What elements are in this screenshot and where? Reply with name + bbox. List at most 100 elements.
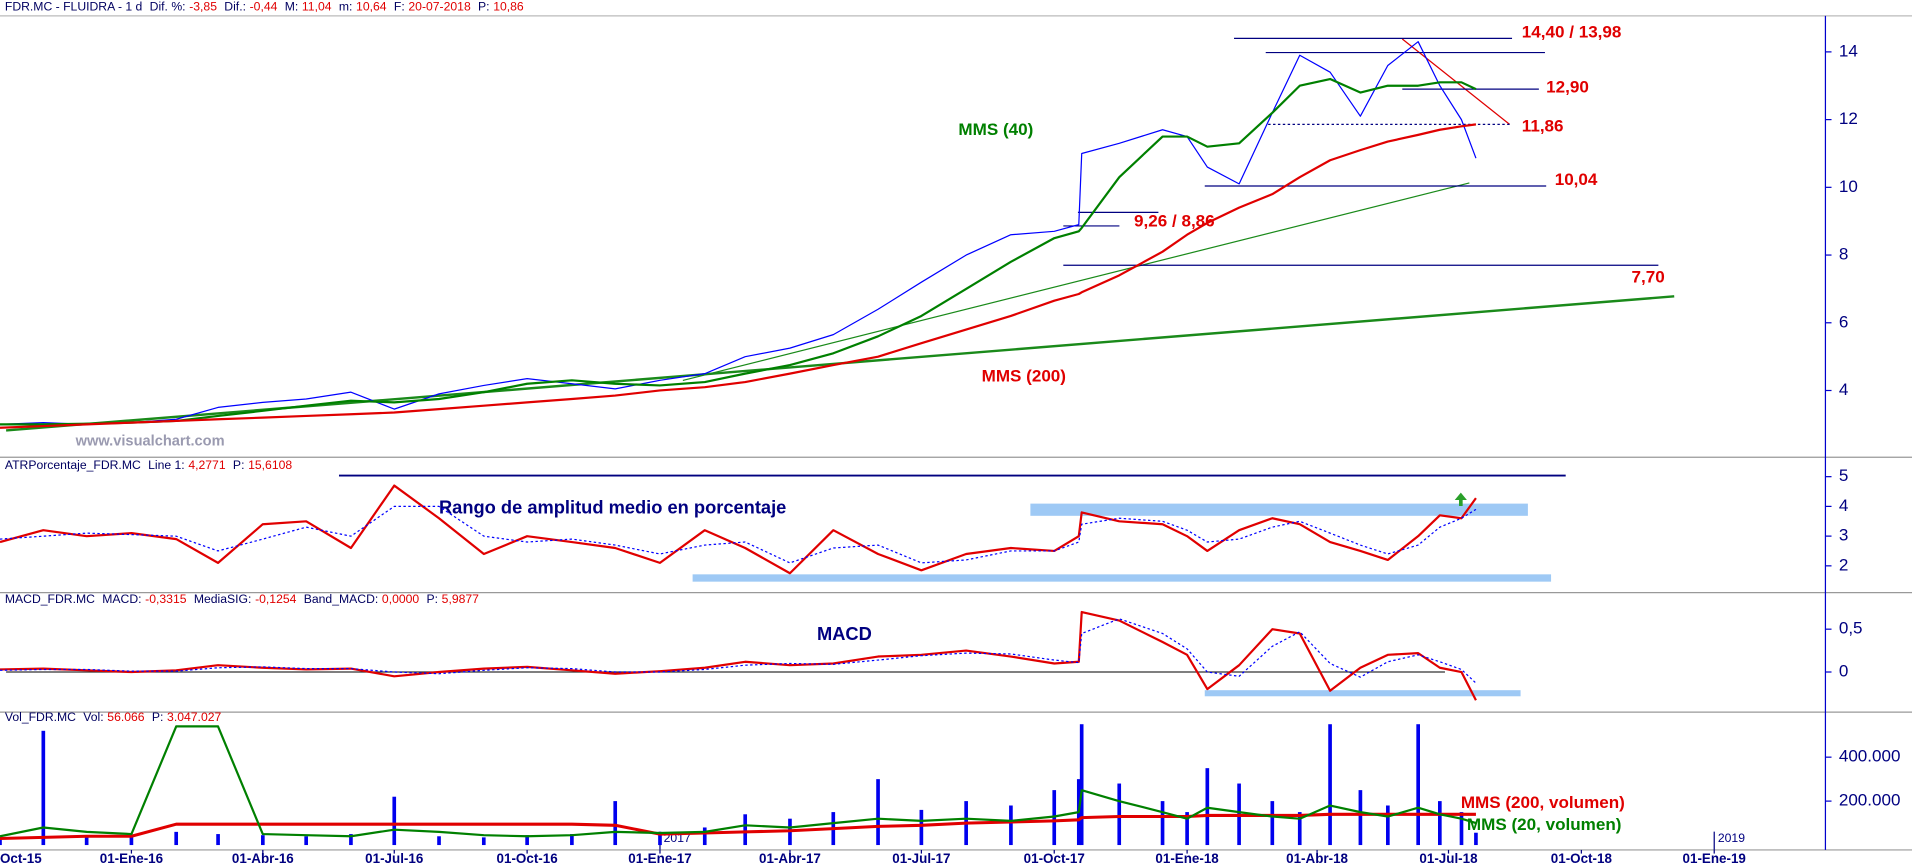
volume-bar bbox=[304, 836, 308, 846]
header-field-label: Dif.: bbox=[224, 0, 246, 14]
volume-bar bbox=[702, 827, 707, 846]
volume-bar bbox=[1416, 724, 1420, 846]
panel-header: Vol_FDR.MC Vol: 56.066 P: 3.047.027 bbox=[5, 710, 222, 724]
y-tick-label: 200.000 bbox=[1839, 791, 1901, 810]
y-tick-label: 12 bbox=[1839, 109, 1858, 128]
series-label: MMS (200, volumen) bbox=[1461, 793, 1625, 812]
x-tick-label: Oct-15 bbox=[0, 851, 42, 866]
series-label: MMS (20, volumen) bbox=[1467, 815, 1622, 834]
volume-bar bbox=[1459, 812, 1464, 846]
header-field-label: Line 1: bbox=[148, 458, 185, 472]
volume-bar bbox=[658, 831, 662, 846]
header-field-value: -3,85 bbox=[189, 0, 217, 14]
annotation: MACD bbox=[817, 623, 872, 644]
header-symbol: FDR.MC - FLUIDRA - 1 d bbox=[5, 0, 142, 14]
volume-bar bbox=[481, 837, 486, 846]
volume-bar bbox=[1185, 812, 1189, 846]
volume-bar bbox=[392, 796, 397, 846]
header-field-label: P: bbox=[427, 592, 439, 606]
volume-bar bbox=[919, 809, 924, 846]
y-tick-label: 3 bbox=[1839, 526, 1848, 545]
header-field-label: Vol: bbox=[83, 710, 103, 724]
volume-bar bbox=[41, 730, 46, 846]
series-line bbox=[0, 484, 1477, 575]
volume-bar bbox=[1009, 805, 1013, 846]
volume-bar bbox=[1079, 724, 1084, 846]
y-tick-label: 10 bbox=[1839, 177, 1858, 196]
header-symbol: MACD_FDR.MC bbox=[5, 592, 95, 606]
y-tick-label: 6 bbox=[1839, 312, 1848, 331]
volume-bar bbox=[0, 838, 2, 846]
y-tick-label: 0,5 bbox=[1839, 619, 1863, 638]
x-tick-label: 01-Abr-18 bbox=[1286, 851, 1348, 866]
header-field-value: 0,0000 bbox=[382, 592, 419, 606]
y-tick-label: 8 bbox=[1839, 245, 1848, 264]
level-label: 11,86 bbox=[1522, 116, 1564, 135]
y-tick-label: 5 bbox=[1839, 466, 1848, 485]
header-field-value: 3.047.027 bbox=[167, 710, 221, 724]
series-line bbox=[0, 77, 1477, 426]
header-field-label: MACD: bbox=[102, 592, 141, 606]
panel-header: ATRPorcentaje_FDR.MC Line 1: 4,2771 P: 15,61… bbox=[5, 458, 293, 472]
volume-bar bbox=[1328, 724, 1332, 846]
y-tick-label: 4 bbox=[1839, 380, 1848, 399]
header-symbol: Vol_FDR.MC bbox=[5, 710, 76, 724]
series-label: MMS (40) bbox=[958, 120, 1033, 139]
volume-bar bbox=[1205, 768, 1210, 846]
arrow-icon bbox=[1454, 492, 1467, 507]
level-label: 10,04 bbox=[1555, 170, 1598, 189]
header-field-value: 5,9877 bbox=[442, 592, 479, 606]
volume-bar bbox=[570, 834, 574, 846]
series-line bbox=[0, 618, 1477, 684]
volume-bar bbox=[525, 835, 529, 846]
volume-bar bbox=[349, 834, 353, 846]
header-field-value: -0,44 bbox=[250, 0, 278, 14]
x-tick-label: 01-Ene-19 bbox=[1683, 851, 1746, 866]
header-field-label: P: bbox=[478, 0, 490, 14]
header-field-label: Dif. %: bbox=[150, 0, 186, 14]
volume-bar bbox=[1297, 812, 1302, 846]
volume-bar bbox=[84, 837, 89, 846]
year-label: 2019 bbox=[1718, 831, 1745, 845]
header-field-value: 4,2771 bbox=[188, 458, 225, 472]
header-field-value: 10,86 bbox=[493, 0, 524, 14]
volume-bar bbox=[876, 779, 880, 846]
x-tick-label: 01-Oct-16 bbox=[497, 851, 558, 866]
x-tick-label: 01-Ene-16 bbox=[100, 851, 163, 866]
level-label: 9,26 / 8,86 bbox=[1134, 211, 1215, 230]
header-field-value: 15,6108 bbox=[248, 458, 292, 472]
level-label: 12,90 bbox=[1546, 77, 1589, 96]
volume-bar bbox=[1474, 832, 1478, 846]
header-field-label: Band_MACD: bbox=[304, 592, 379, 606]
series-label: MMS (200) bbox=[982, 366, 1066, 385]
volume-bar bbox=[216, 834, 220, 846]
series-line bbox=[0, 505, 1477, 564]
volume-bar bbox=[261, 835, 265, 846]
volume-bar bbox=[1438, 801, 1442, 846]
watermark: www.visualchart.com bbox=[75, 433, 225, 449]
volume-bar bbox=[613, 801, 618, 846]
x-tick-label: 01-Ene-17 bbox=[628, 851, 691, 866]
header-field-value: -0,3315 bbox=[145, 592, 187, 606]
band bbox=[692, 574, 1552, 582]
x-tick-label: 01-Jul-17 bbox=[892, 851, 950, 866]
level-label: 14,40 / 13,98 bbox=[1522, 22, 1622, 41]
header-field-label: P: bbox=[152, 710, 164, 724]
volume-bar bbox=[1160, 801, 1165, 846]
x-tick-label: 01-Oct-17 bbox=[1024, 851, 1085, 866]
x-tick-label: 01-Abr-16 bbox=[232, 851, 294, 866]
volume-bar bbox=[174, 831, 179, 846]
volume-bar bbox=[1270, 801, 1275, 846]
y-tick-label: 14 bbox=[1839, 41, 1858, 60]
header-field-label: MediaSIG: bbox=[194, 592, 252, 606]
x-tick-label: 01-Jul-18 bbox=[1419, 851, 1478, 866]
trend-line bbox=[682, 182, 1470, 382]
header-field-value: 11,04 bbox=[302, 0, 332, 14]
y-tick-label: 4 bbox=[1839, 496, 1848, 515]
header-field-value: 56.066 bbox=[107, 710, 144, 724]
header-field-value: -0,1254 bbox=[255, 592, 297, 606]
volume-bar bbox=[743, 814, 748, 846]
volume-bar bbox=[1117, 783, 1122, 846]
